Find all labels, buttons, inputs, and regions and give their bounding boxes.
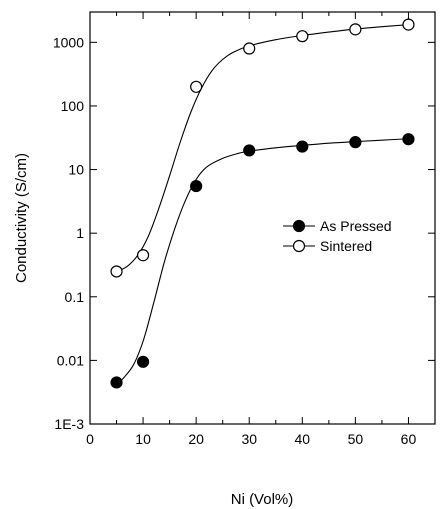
data-point-sintered [402, 18, 415, 31]
y-tick-label: 100 [61, 98, 85, 114]
legend-label: Sintered [320, 238, 372, 254]
fit-curve [116, 138, 409, 387]
legend-marker-as-pressed [292, 219, 306, 233]
y-tick-label: 1 [76, 225, 84, 241]
x-tick-label: 60 [401, 431, 417, 447]
data-point-as-pressed [136, 355, 150, 368]
fit-curve [116, 24, 409, 272]
legend: As Pressed Sintered [283, 218, 392, 254]
y-axis-label: Conductivity (S/cm) [13, 153, 30, 283]
data-point-sintered [110, 265, 123, 278]
data-point-as-pressed [110, 376, 123, 389]
data-point-as-pressed [349, 136, 362, 149]
legend-label: As Pressed [320, 218, 392, 234]
x-tick-label: 50 [348, 431, 364, 447]
data-point-sintered [349, 23, 362, 36]
y-tick-label: 1E-3 [54, 416, 84, 432]
x-tick-label: 40 [295, 431, 311, 447]
x-tick-label: 30 [241, 431, 257, 447]
data-point-sintered [296, 30, 309, 43]
x-axis: 0 10 20 30 40 50 60 [86, 12, 436, 447]
y-tick-label: 10 [68, 162, 84, 178]
fit-lines [116, 24, 409, 387]
y-tick-label: 0.1 [65, 289, 85, 305]
y-tick-label: 0.01 [57, 352, 84, 368]
data-point-as-pressed [190, 179, 203, 193]
x-tick-label: 0 [86, 431, 94, 447]
x-axis-label: Ni (Vol%) [231, 491, 294, 508]
data-point-as-pressed [402, 133, 415, 146]
data-point-sintered [243, 42, 256, 55]
data-point-as-pressed [296, 140, 309, 153]
y-tick-label: 1000 [53, 34, 84, 50]
data-point-as-pressed [243, 144, 256, 157]
x-tick-label: 10 [135, 431, 151, 447]
legend-marker-sintered [292, 239, 306, 253]
data-point-sintered [136, 249, 150, 262]
plot-frame [89, 11, 436, 425]
data-point-sintered [190, 80, 203, 93]
data-markers [110, 18, 415, 389]
x-tick-label: 20 [188, 431, 204, 447]
y-axis: 1E-3 0.01 0.1 1 10 100 1000 [53, 34, 435, 432]
